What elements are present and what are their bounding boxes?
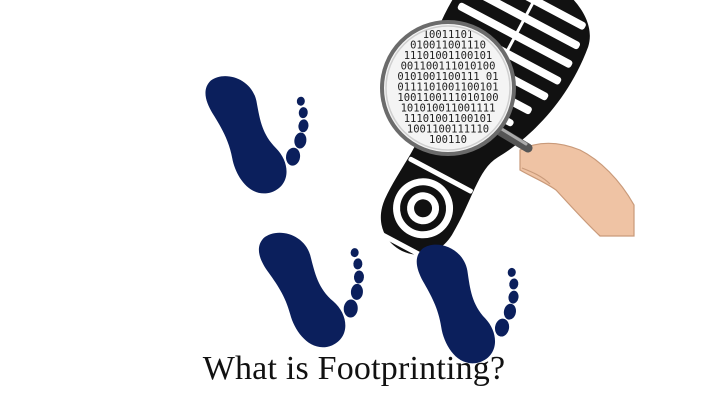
page-title: What is Footprinting?	[202, 350, 506, 387]
lens-binary-line: 101010011001111	[401, 103, 496, 115]
footprint-icon	[192, 73, 314, 199]
lens-binary-text: 10011101 010011001110 11101001100101 001100…	[397, 29, 498, 146]
magnifying-glass-icon: 10011101 010011001110 11101001100101 001100…	[380, 20, 533, 156]
lens-binary-line: 11101001100101	[404, 113, 493, 125]
lens-binary-line: 0111101001100101	[397, 82, 498, 94]
lens-binary-line: 1001100111110	[407, 124, 489, 136]
lens-binary-line: 11101001100101	[404, 50, 493, 62]
lens-binary-line: 100110	[429, 134, 467, 146]
footprint-icon	[252, 231, 367, 350]
lens-binary-line: 0101001100111 01	[397, 71, 498, 83]
lens-binary-line: 001100111010100	[401, 61, 496, 73]
lens-binary-line: 010011001110	[410, 40, 486, 52]
lens-binary-line: 10011101	[423, 29, 474, 41]
hand-icon	[519, 142, 635, 237]
lens-binary-line: 1001100111010100	[397, 92, 498, 104]
